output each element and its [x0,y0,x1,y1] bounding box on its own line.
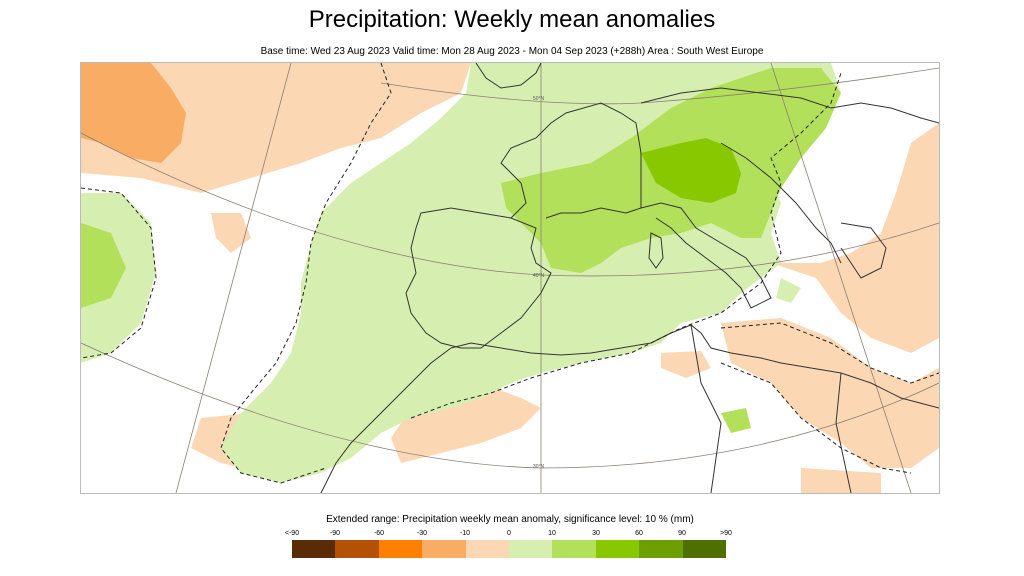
wet-area-balkans-coast [776,278,801,303]
legend-label: -60 [373,530,385,537]
contour-atlantic-west [81,187,157,359]
border-eastern-europe [640,87,939,124]
significance-contours [81,63,939,484]
wet-area-atlantic-west-core [81,223,126,308]
legend-swatch [682,540,727,558]
wet-anomaly-areas [81,63,841,483]
graticule [81,63,939,493]
coast-sardinia [648,232,664,269]
dry-area-atlantic-core [81,63,186,163]
legend-swatch [639,540,683,558]
legend-label: 0 [507,530,511,537]
legend-title: Extended range: Precipitation weekly mea… [326,514,694,525]
legend-swatch [378,540,423,558]
legend-swatch [552,540,596,558]
parallel-40n [81,132,939,277]
lat-label-50n: 50°N [533,96,545,102]
contour-mediterranean [410,72,842,419]
dry-area-atlantic-tail [211,213,251,253]
legend-labels: <-90 -90 -60 -30 -10 0 10 30 60 90 >90 [271,529,751,539]
meridian-east [770,63,912,493]
legend-swatch [465,540,510,558]
coast-adriatic-balkans [720,142,842,264]
contour-north-africa [720,322,939,384]
anomaly-map: 50°N 40°N 30°N [80,62,940,494]
contour-libya [720,362,912,474]
coast-morocco-atlantic [320,347,452,493]
legend-label: -10 [459,530,471,537]
legend-label: -30 [416,530,428,537]
coast-north-africa [450,324,939,409]
legend-swatch [335,540,379,558]
dry-area-central-med [661,351,711,378]
legend-label: 30 [592,530,600,537]
meridian-west [175,63,292,493]
chart-subtitle: Base time: Wed 23 Aug 2023 Valid time: M… [260,46,764,57]
contour-europe-main [220,63,392,484]
legend-label: 90 [678,530,686,537]
dry-area-south-edge [801,468,881,493]
legend-swatch [509,540,553,558]
wet-area-alps-core [641,138,741,203]
dry-area-east-med [771,123,939,353]
dry-area-northwest-atlantic [81,63,471,193]
map-canvas: 50°N 40°N 30°N [81,63,939,493]
coast-britain [475,63,542,89]
coast-italy [640,202,772,309]
dry-area-libya [721,318,939,468]
legend-label: >90 [720,530,732,537]
latitude-labels: 50°N 40°N 30°N [533,96,545,470]
coast-france [500,102,642,219]
wet-area-south-blob [721,408,751,433]
legend-label: -90 [329,530,341,537]
coast-greece [840,222,887,279]
legend-label: <-90 [284,530,300,537]
coastlines [320,63,939,493]
legend-label: 10 [548,530,556,537]
legend-swatch [292,540,336,558]
chart-title: Precipitation: Weekly mean anomalies [308,6,716,33]
legend-color-bar [292,540,727,558]
legend-label: 60 [635,530,643,537]
legend-swatch [422,540,466,558]
coast-iberia [405,207,552,349]
lat-label-30n: 30°N [533,464,545,470]
border-libya-egypt [835,372,852,493]
border-algeria-libya [690,324,722,493]
lat-label-40n: 40°N [533,273,545,279]
legend-swatch [595,540,640,558]
